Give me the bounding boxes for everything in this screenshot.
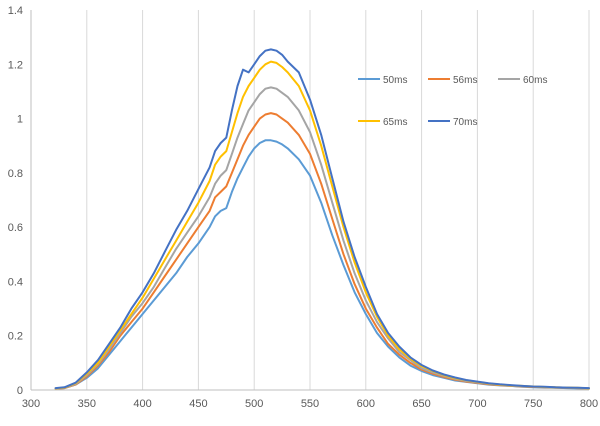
y-tick-label: 1 [17,114,23,126]
x-tick-label: 300 [22,398,40,410]
x-tick-label: 400 [133,398,151,410]
series-lines [54,48,590,390]
x-tick-label: 550 [301,398,319,410]
x-tick-label: 450 [189,398,207,410]
x-tick-label: 600 [357,398,375,410]
series-line-70ms [54,48,590,390]
y-tick-label: 1.4 [8,5,23,17]
legend-item-65ms: 65ms [358,117,407,128]
gridlines [86,10,590,390]
y-tick-label: 1.2 [8,59,23,71]
x-tick-label: 800 [580,398,598,410]
legend-item-70ms: 70ms [428,117,477,128]
legend-label: 56ms [453,75,477,86]
x-tick-label: 700 [468,398,486,410]
legend-label: 60ms [523,75,547,86]
legend: 50ms 56ms 60ms 65ms 70ms [358,75,547,128]
y-tick-label: 0 [17,385,23,397]
legend-label: 50ms [383,75,407,86]
series-line-56ms [54,112,590,390]
legend-item-50ms: 50ms [358,75,407,86]
x-tick-label: 350 [78,398,96,410]
tick-labels: 300 350 400 450 500 550 600 650 700 750 800 0 0.2 0.4… [8,5,598,410]
x-tick-label: 650 [412,398,430,410]
y-tick-label: 0.6 [8,222,23,234]
series-line-50ms [54,139,590,390]
y-tick-label: 0.8 [8,168,23,180]
series-line-65ms [54,60,590,390]
x-tick-label: 750 [524,398,542,410]
y-tick-label: 0.2 [8,331,23,343]
series-line-60ms [54,86,590,390]
x-tick-label: 500 [245,398,263,410]
legend-item-60ms: 60ms [498,75,547,86]
axes [30,10,589,391]
legend-label: 65ms [383,117,407,128]
legend-label: 70ms [453,117,477,128]
legend-item-56ms: 56ms [428,75,477,86]
y-tick-label: 0.4 [8,276,23,288]
